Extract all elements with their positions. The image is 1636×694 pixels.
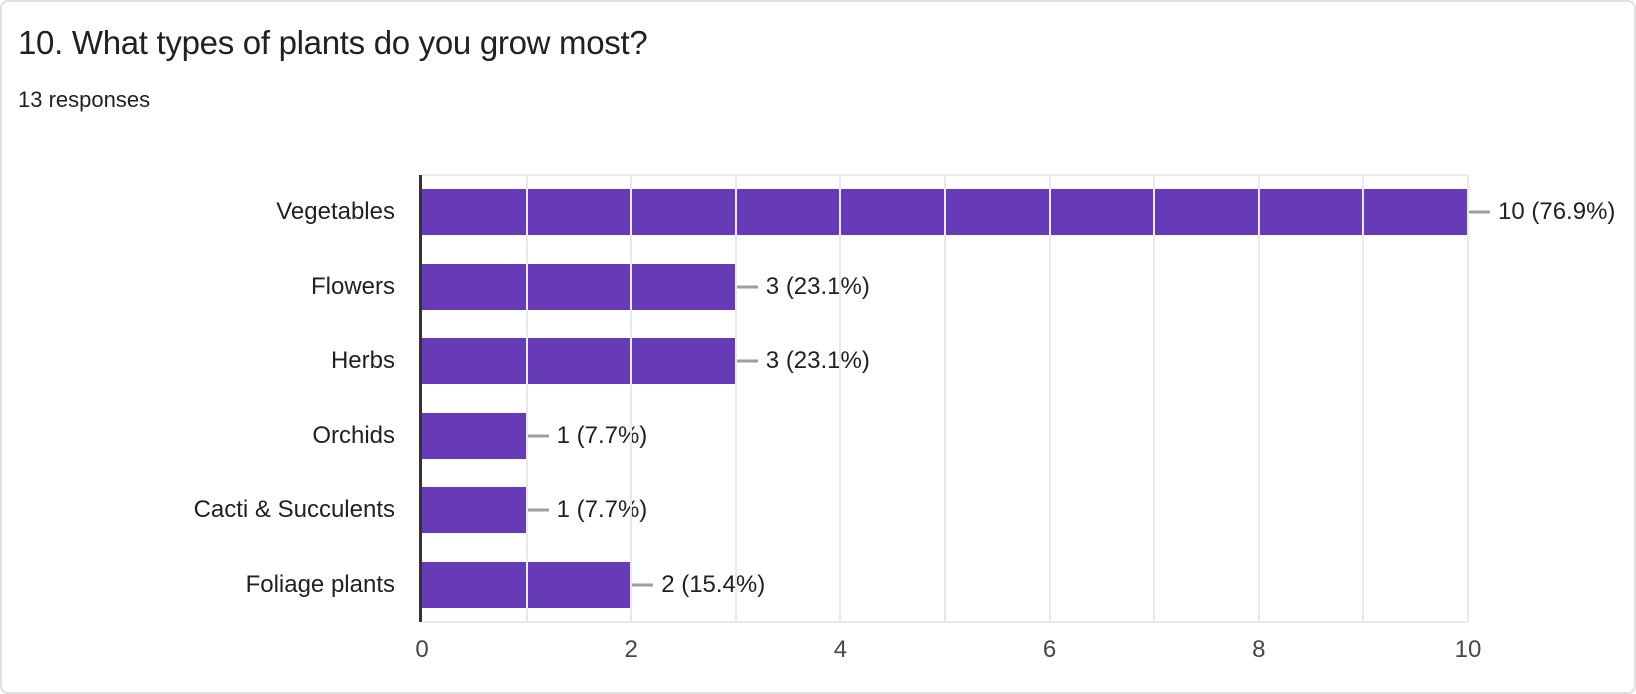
gridline	[1467, 175, 1469, 622]
leader-line	[1468, 210, 1490, 214]
x-tick-label: 10	[1454, 636, 1482, 663]
x-tick-label: 6	[1042, 636, 1057, 663]
category-label: Orchids	[312, 421, 395, 449]
leader-line	[526, 508, 549, 512]
gridline	[1257, 175, 1260, 622]
bar	[422, 338, 736, 385]
x-tick-label: 4	[833, 636, 848, 663]
bar	[422, 412, 527, 459]
leader-line	[631, 583, 654, 587]
gridline	[839, 175, 842, 622]
gridline	[734, 175, 737, 622]
gridline	[1048, 175, 1051, 622]
gridline	[525, 175, 528, 622]
value-label: 3 (23.1%)	[765, 272, 870, 300]
value-label: 1 (7.7%)	[556, 421, 648, 449]
x-tick-label: 8	[1252, 636, 1266, 663]
leader-line	[735, 359, 758, 363]
value-label: 2 (15.4%)	[661, 570, 766, 598]
plot-bottom-edge-line	[422, 621, 1468, 623]
value-label: 3 (23.1%)	[765, 347, 870, 375]
y-axis-line	[419, 175, 422, 622]
category-label: Flowers	[310, 272, 395, 300]
value-label: 1 (7.7%)	[556, 496, 648, 524]
gridline	[630, 175, 633, 622]
leader-line	[526, 434, 549, 438]
x-tick-label: 2	[624, 636, 638, 663]
gridline	[1153, 175, 1156, 622]
bar	[422, 263, 736, 310]
bar-row: Herbs 3 (23.1%)	[331, 324, 1468, 399]
category-label: Foliage plants	[245, 570, 395, 598]
gridline	[944, 175, 946, 622]
bar	[422, 487, 527, 534]
bar-row: Flowers 3 (23.1%)	[311, 249, 1468, 324]
value-label: 10 (76.9%)	[1498, 198, 1616, 226]
category-label: Vegetables	[276, 198, 395, 226]
plot-area: Vegetables 10 (76.9%) Flowers 3 (23.1%) Herb…	[194, 174, 1615, 663]
question-title: 10. What types of plants do you grow mos…	[18, 24, 648, 61]
x-tick-label: 0	[415, 636, 429, 663]
gridline	[1362, 175, 1365, 622]
category-label: Cacti & Succulents	[193, 496, 395, 524]
leader-line	[735, 285, 758, 289]
category-label: Herbs	[330, 347, 395, 375]
x-axis-tick-labels: 0 2 4 6 8 10	[415, 636, 1481, 664]
responses-count: 13 responses	[18, 87, 151, 112]
